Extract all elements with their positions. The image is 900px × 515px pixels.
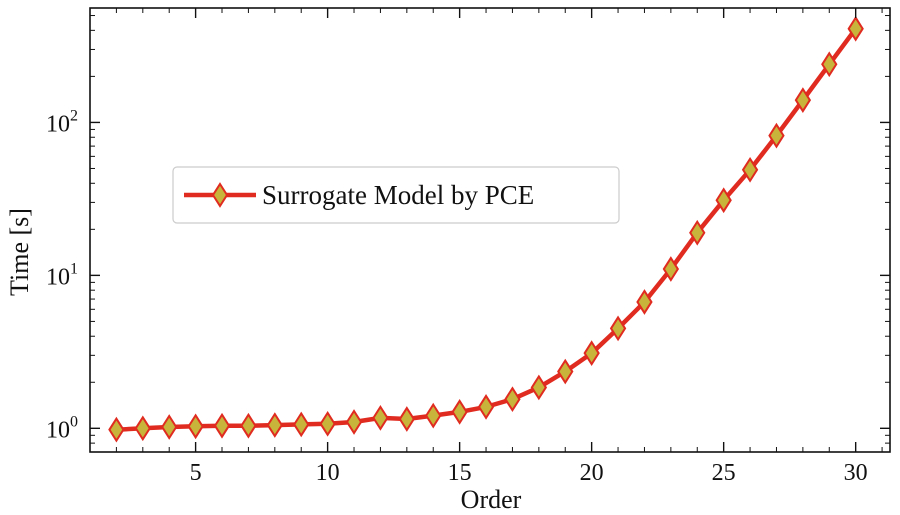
y-tick-label-base: 10 — [46, 111, 70, 137]
legend: Surrogate Model by PCE — [172, 166, 620, 224]
data-point — [108, 416, 125, 443]
data-point — [345, 409, 363, 435]
data-point — [187, 413, 204, 440]
x-tick-label: 20 — [580, 460, 604, 486]
legend-marker-sample — [211, 182, 229, 208]
data-point — [715, 187, 732, 214]
x-axis-label: Order — [461, 485, 522, 514]
data-point — [689, 219, 706, 246]
data-point — [557, 358, 574, 385]
y-tick-label-base: 10 — [46, 264, 70, 290]
x-tick-label: 10 — [316, 460, 340, 486]
x-tick-label: 15 — [448, 460, 472, 486]
data-point — [372, 405, 389, 431]
y-tick-label: 101 — [46, 260, 78, 290]
data-point — [213, 412, 231, 439]
data-point — [240, 412, 257, 439]
y-tick-label-exponent: 2 — [70, 107, 78, 124]
y-tick-label-base: 10 — [46, 417, 70, 443]
x-tick-label: 30 — [844, 460, 868, 486]
data-point — [398, 406, 416, 432]
data-point — [741, 156, 759, 183]
axes-frame — [89, 7, 891, 453]
data-point — [609, 315, 627, 342]
data-point — [821, 51, 838, 78]
data-point — [319, 410, 336, 437]
y-axis-label: Time [s] — [5, 208, 34, 296]
x-tick-label: 25 — [712, 460, 736, 486]
y-tick-label: 100 — [46, 413, 78, 443]
y-tick-label: 102 — [46, 107, 78, 137]
data-point — [530, 374, 548, 401]
x-tick-label: 5 — [190, 460, 202, 486]
data-point — [583, 340, 600, 367]
data-point — [768, 122, 785, 149]
data-point — [504, 386, 521, 413]
series-line — [116, 27, 858, 432]
y-tick-label-exponent: 0 — [70, 413, 78, 430]
data-point — [451, 399, 468, 425]
y-tick-label-exponent: 1 — [70, 260, 78, 277]
data-point — [847, 15, 864, 42]
plot-area — [108, 15, 864, 443]
data-point — [794, 87, 812, 113]
data-point — [662, 256, 680, 282]
data-point — [134, 415, 151, 442]
data-point — [425, 402, 442, 429]
data-point — [266, 412, 284, 438]
data-point — [636, 289, 653, 315]
legend-label: Surrogate Model by PCE — [262, 180, 534, 210]
data-point — [161, 414, 178, 440]
data-point — [477, 394, 495, 420]
data-point — [293, 411, 310, 438]
legend-box — [172, 166, 620, 224]
